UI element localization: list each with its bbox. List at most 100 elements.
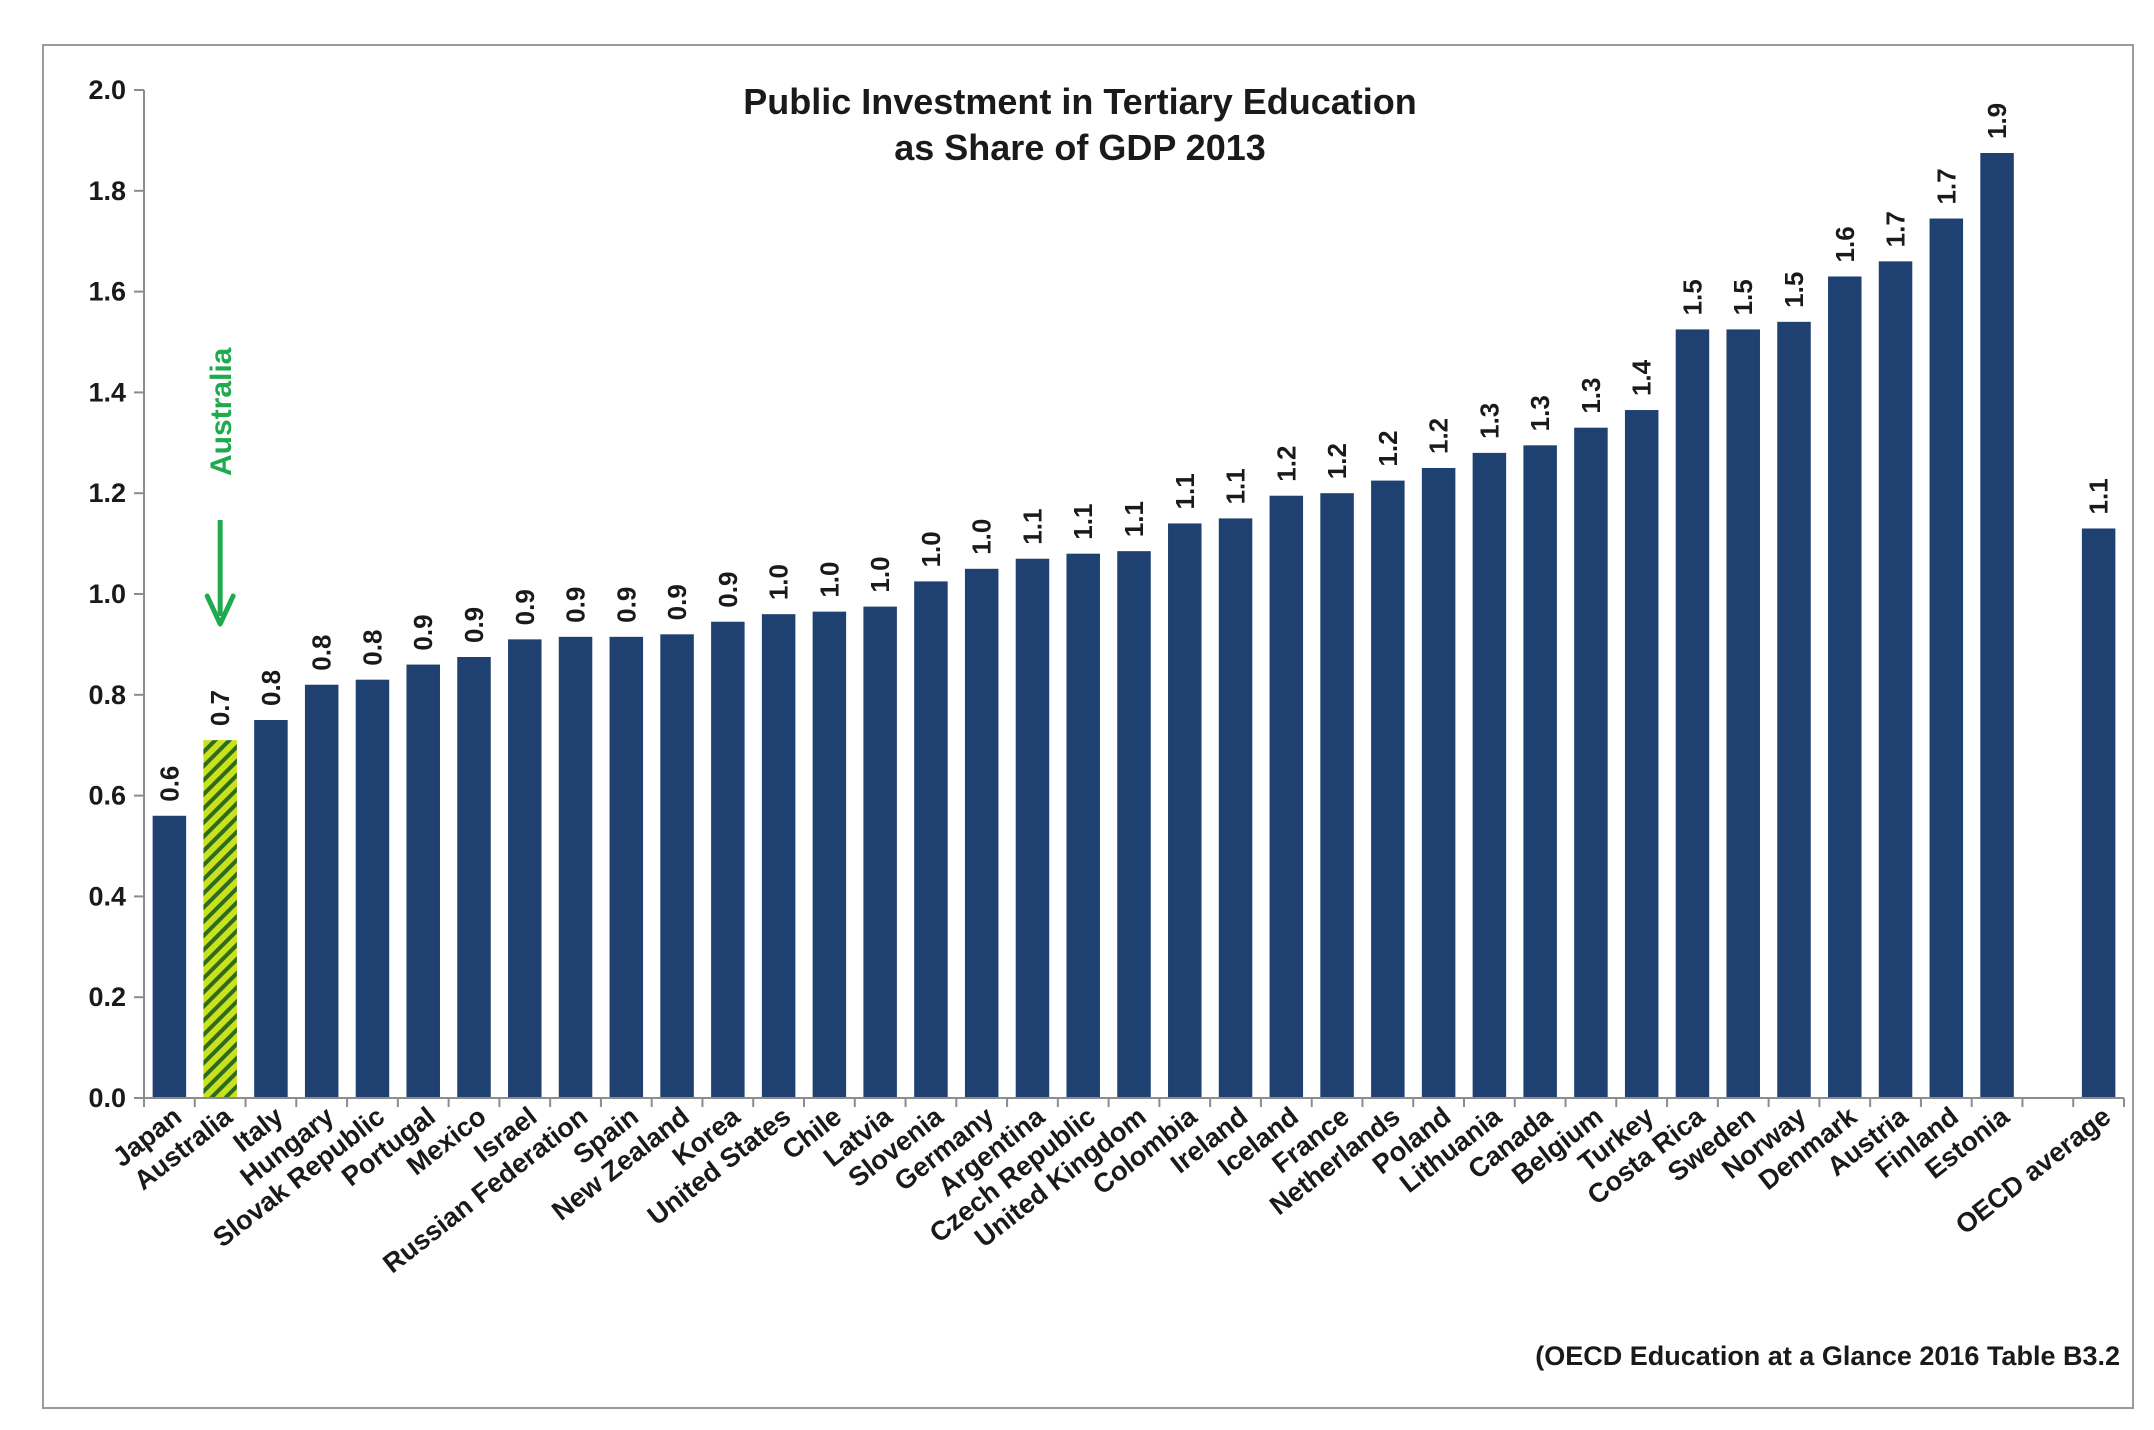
bar-belgium <box>1574 427 1608 1098</box>
bar-united-kingdom <box>1117 551 1151 1098</box>
data-label-turkey: 1.4 <box>1627 359 1657 396</box>
bar-italy <box>254 720 288 1098</box>
bar-japan <box>152 815 187 1098</box>
y-tick-label: 0.2 <box>88 982 126 1012</box>
y-tick-label: 0.6 <box>88 781 126 811</box>
y-tick-label: 1.6 <box>88 277 126 307</box>
bar-costa-rica <box>1675 329 1710 1098</box>
bar-france <box>1320 493 1354 1098</box>
data-label-france: 1.2 <box>1322 443 1352 479</box>
bar-lithuania <box>1472 452 1507 1098</box>
bar-hungary <box>304 684 339 1098</box>
bar-korea <box>711 621 745 1098</box>
bar-spain <box>609 636 644 1098</box>
data-label-latvia: 1.0 <box>865 556 895 592</box>
data-label-finland: 1.7 <box>1931 168 1961 204</box>
bar-sweden <box>1726 329 1760 1098</box>
bar-canada <box>1523 445 1557 1098</box>
chart-frame: Public Investment in Tertiary Education … <box>42 44 2134 1409</box>
data-label-slovak-republic: 0.8 <box>357 630 387 666</box>
data-label-costa-rica: 1.5 <box>1677 279 1707 315</box>
bar-turkey <box>1624 410 1659 1098</box>
data-label-chile: 1.0 <box>814 561 844 597</box>
data-label-united-states: 1.0 <box>764 564 794 600</box>
bar-netherlands <box>1371 480 1405 1099</box>
data-label-spain: 0.9 <box>611 587 641 623</box>
bar-israel <box>508 639 542 1098</box>
data-label-italy: 0.8 <box>256 670 286 706</box>
bar-estonia <box>1980 153 2014 1098</box>
y-tick-label: 0.8 <box>88 680 126 710</box>
y-tick-label: 1.8 <box>88 176 126 206</box>
annotation-label: Australia <box>205 347 238 476</box>
data-label-ireland: 1.1 <box>1221 468 1251 504</box>
bar-austria <box>1878 261 1913 1098</box>
chart-subtitle: as Share of GDP 2013 <box>894 127 1266 168</box>
bar-poland <box>1421 468 1456 1098</box>
data-label-japan: 0.6 <box>154 766 184 802</box>
y-tick-label: 1.0 <box>88 579 126 609</box>
data-label-netherlands: 1.2 <box>1373 430 1403 466</box>
bar-colombia <box>1168 523 1202 1098</box>
data-label-denmark: 1.6 <box>1830 226 1860 262</box>
bar-chile <box>812 611 847 1098</box>
bar-united-states <box>761 614 796 1098</box>
data-label-belgium: 1.3 <box>1576 378 1606 414</box>
bar-finland <box>1929 218 1964 1098</box>
data-label-argentina: 1.1 <box>1017 509 1047 545</box>
data-label-portugal: 0.9 <box>408 614 438 650</box>
data-label-australia: 0.7 <box>205 690 235 726</box>
bar-iceland <box>1269 495 1304 1099</box>
y-tick-label: 0.0 <box>88 1083 126 1113</box>
bar-argentina <box>1015 558 1050 1098</box>
data-label-mexico: 0.9 <box>459 607 489 643</box>
y-tick-label: 2.0 <box>88 75 126 105</box>
bar-chart: Public Investment in Tertiary Education … <box>88 75 2125 1371</box>
arrow-head-icon <box>204 593 236 627</box>
bar-australia <box>203 740 237 1098</box>
data-label-estonia: 1.9 <box>1982 103 2012 139</box>
data-label-israel: 0.9 <box>510 589 540 625</box>
australia-annotation: Australia <box>204 347 238 627</box>
bar-denmark <box>1828 276 1862 1098</box>
bar-mexico <box>457 657 491 1098</box>
chart-title: Public Investment in Tertiary Education <box>743 81 1416 122</box>
data-label-czech-republic: 1.1 <box>1068 504 1098 540</box>
data-label-oecd-average: 1.1 <box>2084 478 2114 514</box>
data-label-lithuania: 1.3 <box>1474 403 1504 439</box>
bar-slovenia <box>914 581 948 1098</box>
bar-germany <box>964 568 999 1098</box>
bar-oecd-average <box>2081 528 2116 1098</box>
bars <box>152 153 2116 1099</box>
data-label-canada: 1.3 <box>1525 395 1555 431</box>
bar-portugal <box>406 664 440 1098</box>
y-tick-label: 1.2 <box>88 478 126 508</box>
data-label-colombia: 1.1 <box>1170 473 1200 509</box>
y-tick-label: 1.4 <box>88 377 126 407</box>
data-label-new-zealand: 0.9 <box>662 584 692 620</box>
y-tick-label: 0.4 <box>88 881 126 911</box>
data-label-united-kingdom: 1.1 <box>1119 501 1149 537</box>
bar-new-zealand <box>660 634 694 1098</box>
bar-slovak-republic <box>355 679 390 1098</box>
bar-russian-federation <box>558 636 593 1098</box>
y-axis: 0.0 0.2 0.4 0.6 0.8 1.0 1.2 1.4 1.6 1.8 2.0 <box>88 75 145 1113</box>
data-labels: 0.6 0.7 0.8 0.8 0.8 0.9 0.9 0.9 0.9 0.9 0.9 0.9 1.0 1… <box>154 103 2113 802</box>
data-label-sweden: 1.5 <box>1728 279 1758 315</box>
data-label-iceland: 1.2 <box>1271 446 1301 482</box>
data-label-slovenia: 1.0 <box>916 531 946 567</box>
data-label-poland: 1.2 <box>1424 418 1454 454</box>
bar-latvia <box>863 606 897 1098</box>
data-label-austria: 1.7 <box>1881 211 1911 247</box>
bar-norway <box>1777 321 1811 1099</box>
x-axis <box>143 1097 2125 1107</box>
data-label-norway: 1.5 <box>1779 272 1809 308</box>
data-label-germany: 1.0 <box>967 519 997 555</box>
data-label-korea: 0.9 <box>713 572 743 608</box>
bar-ireland <box>1218 518 1253 1098</box>
data-label-russian-federation: 0.9 <box>561 587 591 623</box>
bar-czech-republic <box>1066 553 1100 1098</box>
data-label-hungary: 0.8 <box>307 635 337 671</box>
source-note: (OECD Education at a Glance 2016 Table B… <box>1535 1341 2120 1371</box>
